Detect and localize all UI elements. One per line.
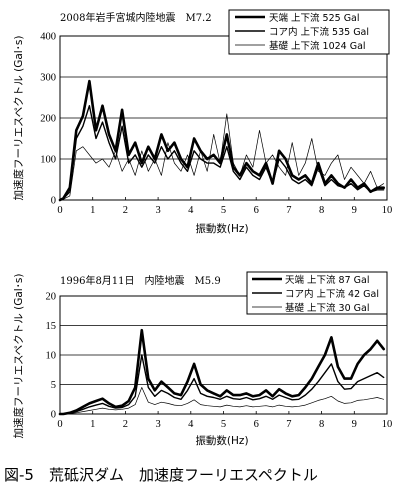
x-tick-label: 9 bbox=[352, 205, 357, 216]
x-tick-label: 4 bbox=[188, 419, 194, 430]
x-tick-label: 3 bbox=[155, 419, 160, 430]
x-tick-label: 0 bbox=[57, 205, 62, 216]
series-line-foundation bbox=[59, 387, 385, 415]
legend-label: 天端 上下流 87 Gal bbox=[285, 274, 369, 286]
x-tick-label: 4 bbox=[188, 205, 194, 216]
y-tick-label: 300 bbox=[40, 73, 56, 84]
x-tick-label: 5 bbox=[221, 205, 226, 216]
y-tick-labels: 0 100 200 300 400 bbox=[40, 32, 56, 207]
chart-2008: 2008年岩手宮城内陸地震 M7.2 加速度フーリエスペクトル (Gal･s) … bbox=[12, 9, 392, 235]
y-tick-label: 100 bbox=[40, 155, 56, 166]
y-tick-label: 5 bbox=[51, 380, 56, 391]
series-lines bbox=[58, 79, 386, 202]
x-axis-label: 振動数(Hz) bbox=[195, 222, 248, 235]
x-tick-labels: 0 1 2 3 4 5 6 7 8 9 10 bbox=[57, 205, 392, 216]
legend: 天端 上下流 87 Gal コア内 上下流 42 Gal 基礎 上下流 30 G… bbox=[246, 271, 388, 315]
y-tick-label: 400 bbox=[40, 32, 56, 43]
x-tick-label: 6 bbox=[254, 205, 259, 216]
x-tick-label: 7 bbox=[286, 419, 291, 430]
legend-label: 天端 上下流 525 Gal bbox=[269, 12, 360, 24]
series-line-core bbox=[59, 104, 385, 201]
x-tick-label: 2 bbox=[123, 419, 128, 430]
chart-title: 2008年岩手宮城内陸地震 M7.2 bbox=[60, 11, 212, 24]
x-tick-label: 10 bbox=[382, 419, 393, 430]
x-tick-label: 5 bbox=[221, 419, 226, 430]
x-tick-label: 2 bbox=[123, 205, 128, 216]
y-tick-labels: 0 5 10 15 20 bbox=[46, 292, 57, 421]
figure-caption: 図-5 荒砥沢ダム 加速度フーリエスペクトル bbox=[4, 466, 318, 484]
series-line-core bbox=[59, 354, 385, 415]
chart-title: 1996年8月11日 内陸地震 M5.9 bbox=[60, 274, 221, 287]
x-tick-labels: 0 1 2 3 4 5 6 7 8 9 10 bbox=[57, 419, 392, 430]
y-tick-label: 0 bbox=[51, 410, 56, 421]
y-axis-label: 加速度フーリエスペクトル (Gal･s) bbox=[12, 273, 25, 438]
legend-label: 基礎 上下流 30 Gal bbox=[285, 302, 369, 314]
plot-frame bbox=[59, 35, 388, 201]
x-tick-label: 3 bbox=[155, 205, 160, 216]
y-tick-label: 0 bbox=[51, 196, 56, 207]
plot-frame bbox=[59, 295, 388, 415]
x-tick-label: 7 bbox=[286, 205, 291, 216]
legend-label: 基礎 上下流 1024 Gal bbox=[269, 40, 366, 52]
y-tick-label: 200 bbox=[40, 114, 56, 125]
y-tick-label: 15 bbox=[46, 321, 57, 332]
legend-label: コア内 上下流 42 Gal bbox=[285, 288, 379, 300]
y-axis-label: 加速度フーリエスペクトル (Gal･s) bbox=[12, 35, 25, 200]
series-line-crest bbox=[58, 79, 386, 202]
chart-1996: 1996年8月11日 内陸地震 M5.9 加速度フーリエスペクトル (Gal･s… bbox=[12, 271, 392, 447]
x-tick-label: 1 bbox=[90, 419, 95, 430]
y-tick-label: 20 bbox=[46, 292, 57, 303]
series-line-crest bbox=[58, 328, 386, 416]
x-tick-label: 8 bbox=[319, 205, 324, 216]
x-tick-label: 6 bbox=[254, 419, 259, 430]
x-tick-label: 0 bbox=[57, 419, 62, 430]
gridlines bbox=[59, 35, 388, 201]
x-tick-label: 1 bbox=[90, 205, 95, 216]
series-lines bbox=[58, 328, 386, 416]
x-tick-label: 10 bbox=[382, 205, 393, 216]
y-tick-label: 10 bbox=[46, 351, 57, 362]
x-tick-label: 9 bbox=[352, 419, 357, 430]
legend: 天端 上下流 525 Gal コア内 上下流 535 Gal 基礎 上下流 10… bbox=[228, 9, 390, 55]
x-axis-label: 振動数(Hz) bbox=[195, 434, 248, 447]
x-tick-label: 8 bbox=[319, 419, 324, 430]
legend-label: コア内 上下流 535 Gal bbox=[269, 26, 369, 38]
